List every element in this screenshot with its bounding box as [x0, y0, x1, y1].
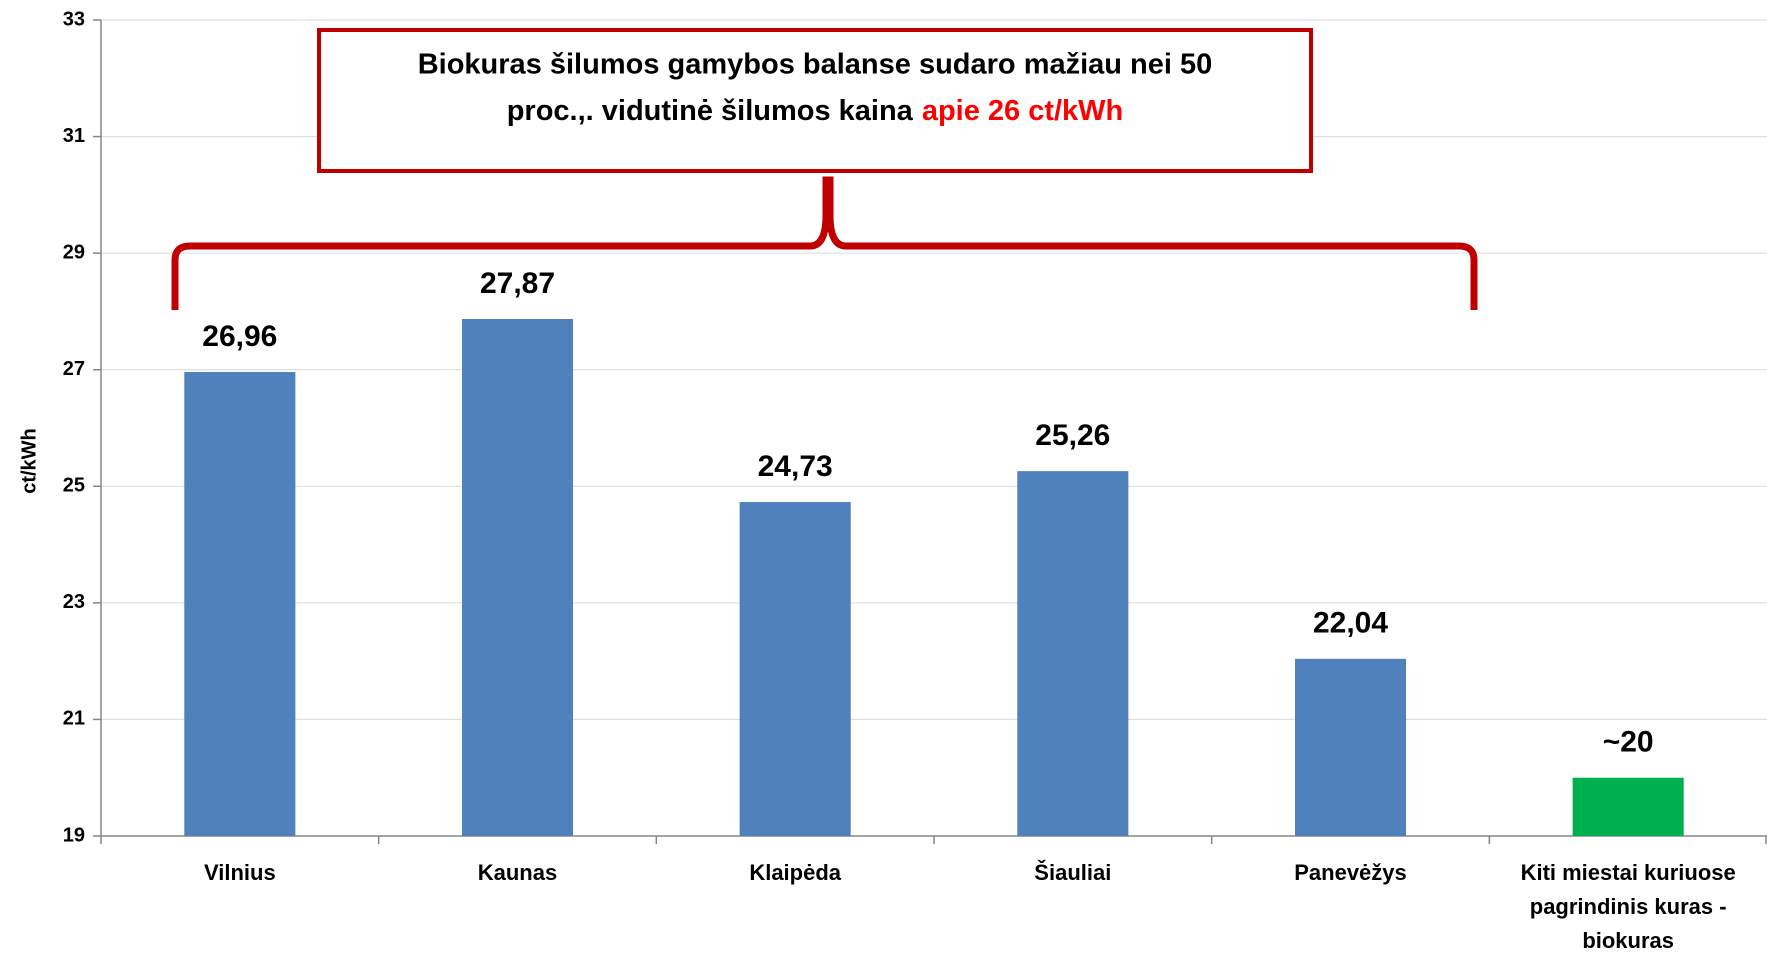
- value-label: 26,96: [202, 320, 277, 353]
- y-tick-label: 29: [63, 241, 85, 263]
- value-label: ~20: [1603, 726, 1654, 759]
- x-tick-label-line: pagrindinis kuras -: [1530, 894, 1727, 919]
- x-tick-label: Panevėžys: [1294, 860, 1407, 885]
- x-tick-label: Šiauliai: [1034, 860, 1111, 885]
- y-tick-label: 19: [63, 824, 85, 846]
- bar: [1294, 658, 1407, 836]
- y-tick-label: 23: [63, 591, 85, 613]
- x-tick-label: Klaipėda: [749, 860, 841, 885]
- annotation-text: proc.,. vidutinė šilumos kaina: [507, 95, 914, 127]
- value-label: 27,87: [480, 267, 555, 300]
- bar: [1017, 471, 1129, 836]
- annotation-line: proc.,. vidutinė šilumos kaina apie 26 ct…: [507, 95, 1124, 127]
- bar: [739, 502, 851, 836]
- brace: [171, 176, 1478, 310]
- x-tick-label-line: biokuras: [1582, 928, 1674, 953]
- bar: [184, 372, 296, 836]
- y-tick-label: 27: [63, 358, 85, 380]
- x-tick-label: Kiti miestai kuriuose pagrindinis kuras -…: [1521, 860, 1736, 953]
- y-tick-label: 31: [63, 125, 85, 147]
- y-tick-label: 25: [63, 475, 85, 497]
- y-axis-label: ct/kWh: [18, 428, 40, 494]
- y-tick-label: 33: [63, 8, 85, 30]
- annotation-line: Biokuras šilumos gamybos balanse sudaro …: [418, 49, 1213, 81]
- annotation-highlight: apie 26 ct/kWh: [922, 95, 1123, 127]
- annotation-box: [317, 28, 1313, 173]
- x-tick-label-line: Kiti miestai kuriuose: [1521, 860, 1736, 885]
- bar: [1572, 777, 1684, 836]
- x-tick-label: Kaunas: [478, 860, 557, 885]
- y-tick-label: 21: [63, 708, 85, 730]
- value-label: 24,73: [758, 450, 833, 483]
- value-label: 22,04: [1313, 607, 1388, 640]
- bar: [461, 319, 574, 836]
- value-label: 25,26: [1035, 419, 1110, 452]
- x-tick-label: Vilnius: [204, 860, 276, 885]
